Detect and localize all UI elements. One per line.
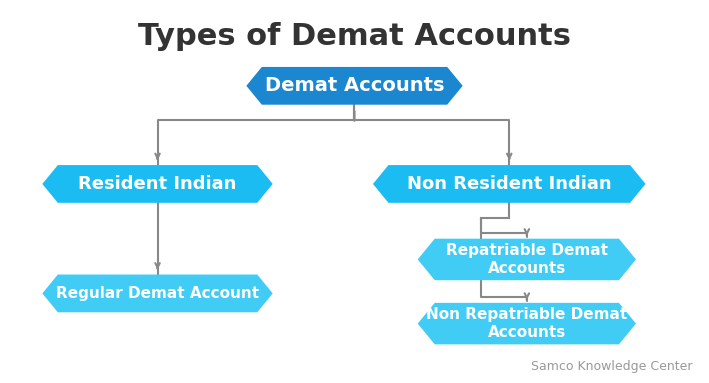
Polygon shape	[43, 165, 273, 203]
Polygon shape	[43, 275, 273, 312]
Text: Non Resident Indian: Non Resident Indian	[407, 175, 612, 193]
Polygon shape	[373, 165, 646, 203]
Text: Regular Demat Account: Regular Demat Account	[56, 286, 259, 301]
Polygon shape	[418, 239, 636, 280]
Text: Types of Demat Accounts: Types of Demat Accounts	[138, 22, 571, 51]
Text: Demat Accounts: Demat Accounts	[264, 76, 445, 95]
Text: Non Repatriable Demat
Accounts: Non Repatriable Demat Accounts	[426, 308, 627, 340]
Polygon shape	[418, 303, 636, 344]
Text: Repatriable Demat
Accounts: Repatriable Demat Accounts	[446, 243, 608, 276]
Text: Samco Knowledge Center: Samco Knowledge Center	[530, 360, 692, 373]
Polygon shape	[246, 67, 463, 105]
Text: Resident Indian: Resident Indian	[79, 175, 237, 193]
